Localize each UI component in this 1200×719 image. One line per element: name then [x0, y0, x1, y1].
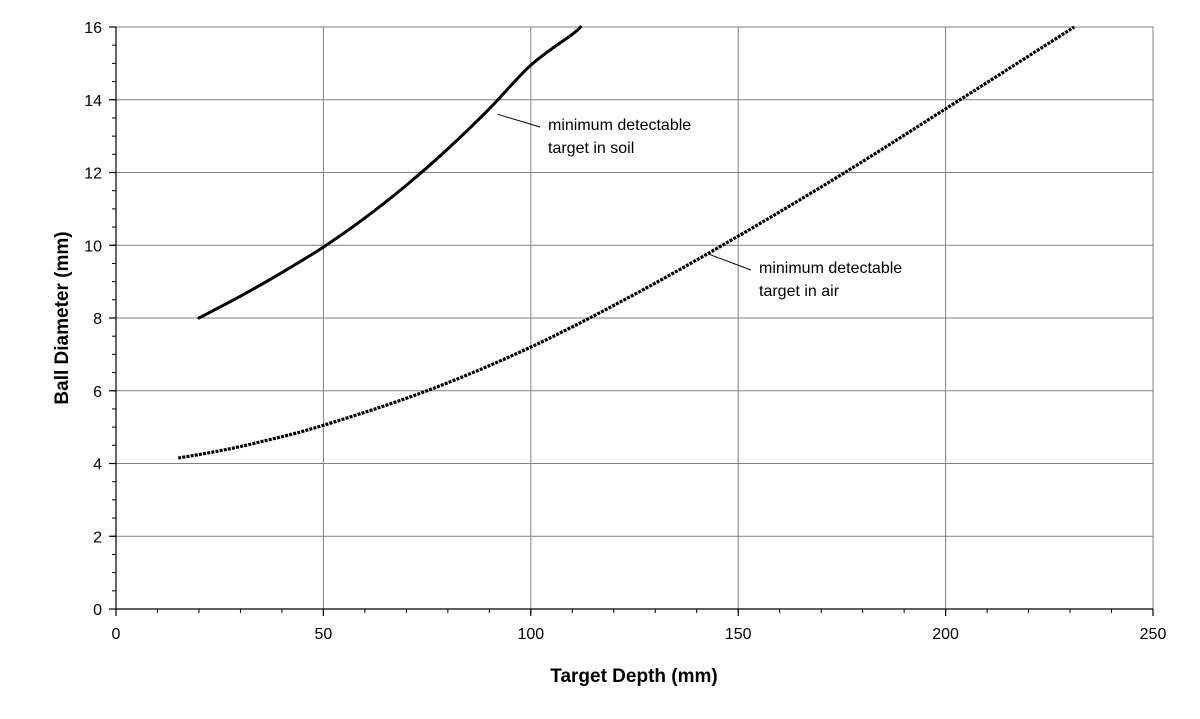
y-tick-label: 4	[93, 457, 102, 474]
x-tick-label: 100	[517, 626, 544, 643]
y-tick-label: 8	[93, 311, 102, 328]
annotation-label: minimum detectable	[548, 117, 691, 134]
annotation-label: minimum detectable	[759, 260, 902, 277]
x-tick-label: 150	[725, 626, 752, 643]
y-tick-label: 14	[84, 93, 102, 110]
y-axis-title: Ball Diameter (mm)	[52, 231, 73, 404]
annotation-leader-line	[497, 113, 541, 128]
annotations: minimum detectable target in soil minimum …	[497, 113, 902, 300]
series-line-soil	[197, 25, 583, 320]
y-tick-label: 6	[93, 384, 102, 401]
x-tick-label: 0	[112, 626, 121, 643]
x-tick-label: 200	[932, 626, 959, 643]
axes: 0 50 100 150 200 250 0 2 4 6 8 10 12 14 16	[84, 20, 1166, 643]
x-tick-label: 50	[315, 626, 333, 643]
series-line-air	[177, 25, 1076, 460]
x-tick-label: 250	[1140, 626, 1167, 643]
x-axis-title: Target Depth (mm)	[550, 666, 717, 687]
annotation-label: target in soil	[548, 140, 634, 157]
annotation-label: target in air	[759, 283, 840, 300]
y-tick-label: 16	[84, 20, 102, 37]
y-tick-label: 2	[93, 529, 102, 546]
annotation-leader-line	[708, 253, 752, 271]
grid	[116, 26, 1154, 609]
y-tick-label: 10	[84, 238, 102, 255]
y-tick-label: 0	[93, 602, 102, 619]
series	[177, 25, 1076, 460]
y-tick-label: 12	[84, 166, 102, 183]
